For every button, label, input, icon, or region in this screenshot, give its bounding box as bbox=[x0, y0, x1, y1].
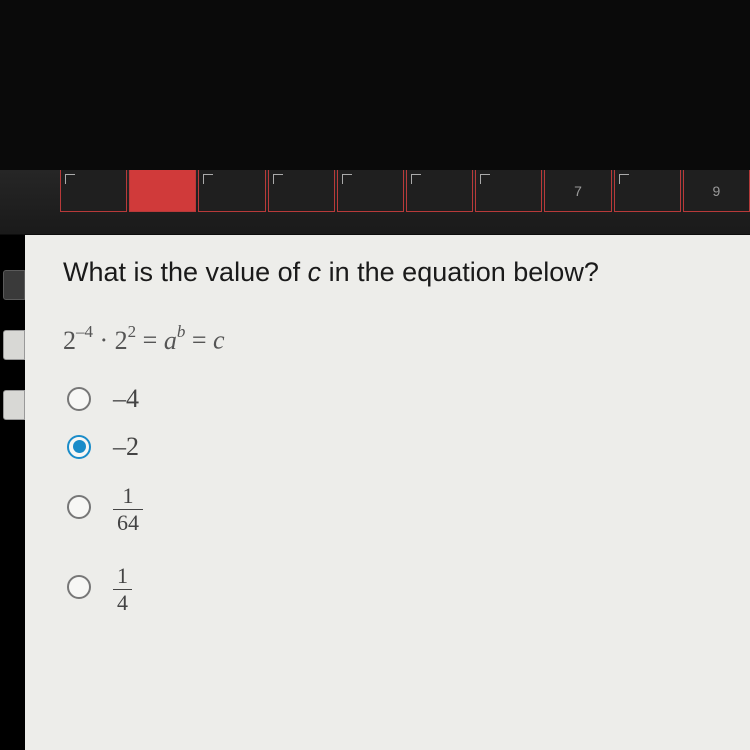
option-d-label: 1 4 bbox=[113, 560, 132, 614]
option-a-label: –4 bbox=[113, 384, 139, 414]
question-suffix: in the equation below? bbox=[321, 257, 599, 287]
nav-tab-10[interactable]: 9 bbox=[683, 170, 750, 212]
option-c[interactable]: 1 64 bbox=[67, 480, 750, 534]
question-text: What is the value of c in the equation b… bbox=[63, 257, 750, 288]
top-black-region bbox=[0, 0, 750, 170]
option-b-label: –2 bbox=[113, 432, 139, 462]
sidebar-tools bbox=[0, 260, 25, 660]
nav-tab-1[interactable] bbox=[60, 170, 127, 212]
radio-a[interactable] bbox=[67, 387, 91, 411]
option-d[interactable]: 1 4 bbox=[67, 560, 750, 614]
nav-tab-8[interactable]: 7 bbox=[544, 170, 611, 212]
radio-d[interactable] bbox=[67, 575, 91, 599]
question-prefix: What is the value of bbox=[63, 257, 308, 287]
nav-tab-5[interactable] bbox=[337, 170, 404, 212]
nav-tab-4[interactable] bbox=[268, 170, 335, 212]
radio-c[interactable] bbox=[67, 495, 91, 519]
question-nav-bar: 7 9 bbox=[0, 170, 750, 235]
sidebar-tool-1[interactable] bbox=[3, 270, 25, 300]
option-a[interactable]: –4 bbox=[67, 384, 750, 414]
option-b[interactable]: –2 bbox=[67, 432, 750, 462]
nav-tab-3[interactable] bbox=[198, 170, 265, 212]
options-list: –4 –2 1 64 1 4 bbox=[63, 384, 750, 614]
equation-display: 2–4 · 22 = ab = c bbox=[63, 324, 750, 356]
nav-tab-6[interactable] bbox=[406, 170, 473, 212]
radio-b[interactable] bbox=[67, 435, 91, 459]
sidebar-tool-2[interactable] bbox=[3, 330, 25, 360]
option-c-label: 1 64 bbox=[113, 480, 143, 534]
nav-tab-2[interactable] bbox=[129, 170, 196, 212]
sidebar-tool-3[interactable] bbox=[3, 390, 25, 420]
nav-tab-9[interactable] bbox=[614, 170, 681, 212]
nav-tab-7[interactable] bbox=[475, 170, 542, 212]
question-var: c bbox=[308, 257, 322, 287]
question-panel: What is the value of c in the equation b… bbox=[25, 235, 750, 750]
